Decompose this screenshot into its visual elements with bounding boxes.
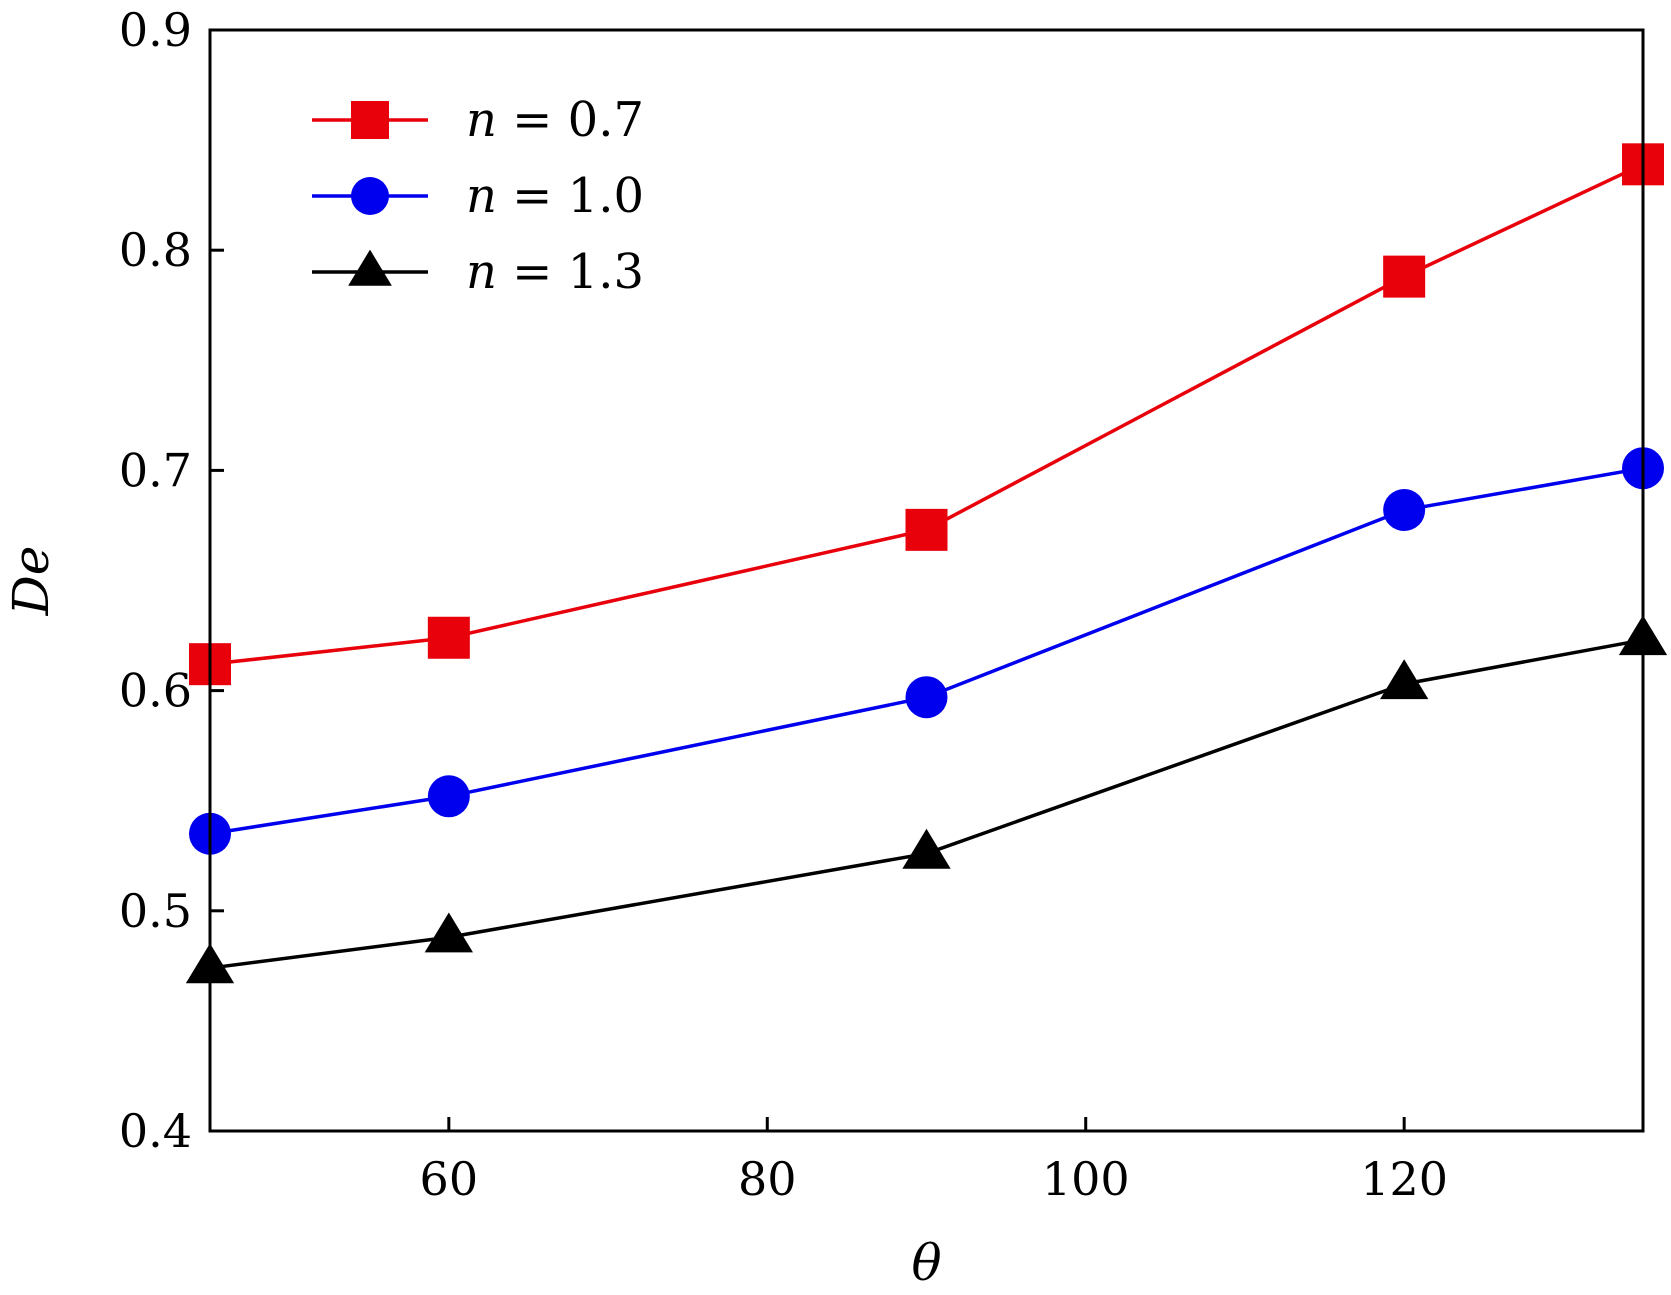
y-tick-label: 0.9: [119, 3, 192, 57]
legend-marker-square: [351, 101, 389, 139]
plot-frame: [208, 28, 1645, 1133]
data-point-circle: [1383, 489, 1426, 532]
y-tick-label: 0.6: [119, 664, 192, 718]
series-2: [185, 615, 1668, 984]
legend-entry: n = 0.7: [312, 92, 644, 148]
data-point-square: [905, 508, 948, 551]
x-tick-label: 80: [738, 1152, 797, 1206]
series-1: [189, 447, 1664, 855]
series-line: [209, 162, 1644, 666]
y-tick-label: 0.4: [119, 1104, 192, 1158]
series-0: [189, 143, 1664, 686]
y-axis-title: De: [2, 546, 60, 617]
legend-label: n = 1.3: [466, 244, 644, 300]
x-axis-ticks: 60 80 100 120: [420, 1117, 1448, 1206]
plot-series: [185, 143, 1668, 984]
legend-marker-triangle: [348, 249, 392, 286]
y-tick-label: 0.7: [119, 443, 192, 497]
legend-entry: n = 1.0: [312, 168, 644, 224]
legend-marker-circle: [351, 177, 389, 215]
legend-label: n = 0.7: [466, 92, 644, 148]
data-point-square: [1383, 255, 1426, 298]
y-tick-label: 0.5: [119, 884, 192, 938]
data-point-circle: [905, 676, 948, 719]
y-tick-label: 0.8: [119, 223, 192, 277]
legend-label: n = 1.0: [466, 168, 644, 224]
data-point-square: [427, 616, 470, 659]
legend: n = 0.7 n = 1.0 n = 1.3: [312, 92, 644, 300]
x-tick-label: 100: [1042, 1152, 1130, 1206]
data-point-circle: [427, 775, 470, 818]
x-tick-label: 120: [1360, 1152, 1448, 1206]
legend-entry: n = 1.3: [312, 244, 644, 300]
x-tick-label: 60: [420, 1152, 479, 1206]
data-point-triangle: [1380, 659, 1429, 700]
data-point-triangle: [424, 912, 473, 953]
x-axis-title: θ: [911, 1234, 941, 1292]
data-point-triangle: [902, 828, 951, 869]
y-axis-ticks: 0.4 0.5 0.6 0.7 0.8 0.9: [119, 3, 224, 1158]
